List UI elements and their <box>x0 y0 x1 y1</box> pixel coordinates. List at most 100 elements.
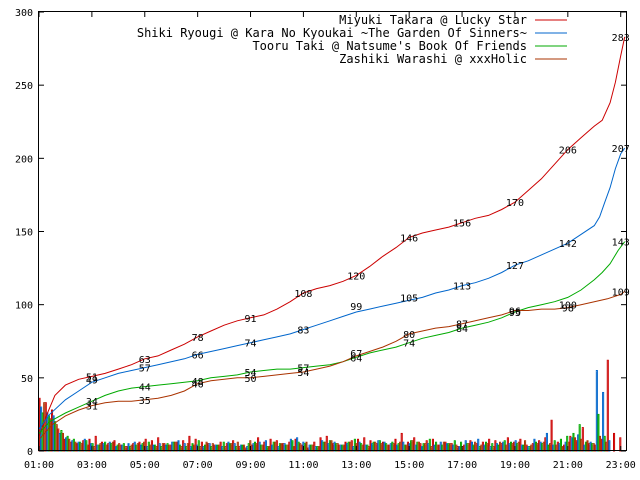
histogram-bar <box>335 443 338 452</box>
histogram-bar <box>371 443 374 452</box>
histogram-bar <box>52 415 55 452</box>
histogram-bar <box>391 441 394 452</box>
legend-label: Tooru Taki @ Natsume's Book Of Friends <box>252 39 527 53</box>
histogram-bar <box>324 441 327 452</box>
histogram-bar <box>158 443 161 452</box>
histogram-bar <box>54 421 57 452</box>
histogram-bar <box>289 438 292 452</box>
histogram-bar <box>333 441 336 452</box>
data-label: 66 <box>192 350 204 361</box>
histogram-bar <box>416 441 419 452</box>
x-tick-label: 05:00 <box>130 460 160 471</box>
histogram-bar <box>464 440 467 452</box>
histogram-bar <box>413 437 416 452</box>
histogram-bar <box>63 438 66 452</box>
data-label: 105 <box>400 293 418 304</box>
histogram-bar <box>303 443 306 452</box>
histogram-bar <box>194 438 197 452</box>
histogram-bar <box>541 443 544 452</box>
histogram-bar <box>375 443 378 452</box>
histogram-bar <box>144 438 147 452</box>
histogram-bar <box>88 438 91 452</box>
data-label: 48 <box>192 377 204 388</box>
histogram-bar <box>358 441 361 452</box>
histogram-bar <box>252 443 255 452</box>
histogram-bar <box>397 443 400 452</box>
y-tick-label: 250 <box>15 81 33 92</box>
histogram-bar <box>442 441 445 452</box>
histogram-bar <box>141 443 144 452</box>
histogram-bar <box>506 437 509 452</box>
histogram-bar <box>511 443 514 452</box>
histogram-bar <box>399 441 402 452</box>
histogram-bar <box>127 443 130 452</box>
histogram-bar <box>236 441 239 452</box>
data-label: 98 <box>562 304 574 315</box>
histogram-bar <box>330 440 333 452</box>
histogram-bar <box>474 441 477 452</box>
histogram-bar <box>336 443 339 452</box>
data-label: 46 <box>192 380 204 391</box>
histogram-bar <box>280 443 283 452</box>
histogram-bar <box>377 440 380 452</box>
histogram-bar <box>460 441 463 452</box>
histogram-bar <box>230 443 233 452</box>
histogram-bar <box>588 443 591 452</box>
histogram-bar <box>400 432 403 452</box>
histogram-bar <box>257 437 260 452</box>
data-label: 99 <box>350 302 362 313</box>
histogram-bar <box>439 441 442 452</box>
data-label: 142 <box>559 239 577 250</box>
histogram-bar <box>494 440 497 452</box>
histogram-bar <box>495 443 498 452</box>
histogram-bar <box>428 438 431 452</box>
data-label: 44 <box>139 383 151 394</box>
histogram-bar <box>99 443 102 452</box>
histogram-bar <box>605 441 608 452</box>
histogram-bar <box>531 443 534 452</box>
histogram-bar <box>517 441 520 452</box>
histogram-bar <box>94 435 97 452</box>
x-tick-label: 11:00 <box>288 460 318 471</box>
data-label: 108 <box>294 289 312 300</box>
histogram-bar <box>549 443 552 452</box>
histogram-bar <box>381 441 385 452</box>
histogram-bar <box>321 440 324 452</box>
histogram-bar <box>422 443 425 452</box>
histogram-bar <box>71 440 74 452</box>
data-label: 100 <box>559 301 577 312</box>
histogram-bar <box>360 443 363 452</box>
data-label: 120 <box>347 271 365 282</box>
histogram-bar <box>147 441 150 452</box>
histogram-bar <box>211 443 214 452</box>
histogram-bar <box>325 435 328 452</box>
plot-frame <box>38 11 627 451</box>
histogram-bar <box>228 443 232 452</box>
histogram-bar <box>107 443 110 452</box>
data-label: 51 <box>86 372 98 383</box>
histogram-bar <box>227 441 230 452</box>
bar-layer <box>38 359 622 452</box>
data-label: 109 <box>612 287 630 298</box>
histogram-bar <box>524 440 527 452</box>
histogram-bar <box>50 409 54 452</box>
histogram-bar <box>232 440 235 452</box>
series-line <box>38 291 625 440</box>
histogram-bar <box>133 441 136 452</box>
histogram-bar <box>38 397 41 452</box>
histogram-bar <box>488 438 491 452</box>
histogram-bar <box>380 443 383 452</box>
y-tick-label: 200 <box>15 154 33 165</box>
histogram-bar <box>207 443 210 452</box>
data-label-layer: 51 63 78 91 108 120 146 156 170 206 283 49 57 66 74 83 9… <box>86 33 630 413</box>
histogram-bar <box>233 443 236 452</box>
histogram-bar <box>58 432 61 452</box>
histogram-bar <box>542 441 545 452</box>
histogram-bar <box>544 437 547 452</box>
histogram-bar <box>205 441 208 452</box>
histogram-bar <box>383 441 386 452</box>
histogram-bar <box>411 440 414 452</box>
histogram-bar <box>136 443 139 452</box>
histogram-bar <box>356 438 360 452</box>
